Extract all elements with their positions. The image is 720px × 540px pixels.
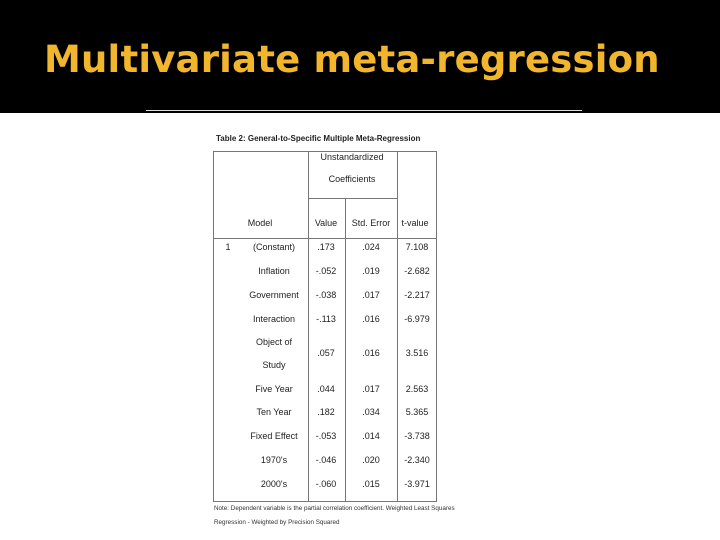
row-label: (Constant) — [252, 242, 296, 253]
row-label: Ten Year — [256, 407, 292, 418]
header-value: Value — [314, 218, 338, 229]
row-label: Five Year — [255, 384, 293, 395]
row-label: Inflation — [258, 266, 290, 277]
table-gridline — [345, 198, 346, 502]
title-divider — [146, 110, 582, 111]
row-value: -.046 — [315, 455, 337, 466]
model-number: 1 — [225, 242, 231, 253]
row-value: .057 — [317, 348, 335, 359]
row-std-error: .016 — [362, 314, 380, 325]
row-t-value: 2.563 — [405, 384, 429, 395]
row-label: 1970's — [260, 455, 288, 466]
row-t-value: -3.738 — [404, 431, 430, 442]
table-note-continued: Regression - Weighted by Precision Squar… — [214, 519, 340, 526]
row-std-error: .017 — [362, 290, 380, 301]
row-t-value: 5.365 — [405, 407, 429, 418]
row-label: Object of — [255, 337, 293, 348]
regression-table — [213, 151, 437, 502]
row-label-continued: Study — [262, 360, 286, 371]
row-std-error: .024 — [362, 242, 380, 253]
row-t-value: -6.979 — [404, 314, 430, 325]
row-t-value: 3.516 — [405, 348, 429, 359]
table-gridline — [213, 238, 437, 239]
row-value: -.113 — [316, 314, 336, 325]
row-t-value: -2.682 — [404, 266, 430, 277]
row-label: Interaction — [252, 314, 296, 325]
table-gridline — [308, 151, 309, 502]
header-coefficients: Coefficients — [328, 174, 376, 185]
slide-title: Multivariate meta-regression — [44, 38, 660, 81]
row-t-value: -2.340 — [404, 455, 430, 466]
table-note: Note: Dependent variable is the partial … — [214, 505, 455, 512]
row-value: -.038 — [315, 290, 337, 301]
row-std-error: .017 — [362, 384, 380, 395]
row-std-error: .019 — [362, 266, 380, 277]
header-std-error: Std. Error — [351, 218, 391, 229]
table-caption: Table 2: General-to-Specific Multiple Me… — [216, 134, 421, 143]
row-std-error: .015 — [362, 479, 380, 490]
row-std-error: .014 — [362, 431, 380, 442]
row-label: 2000's — [260, 479, 288, 490]
row-std-error: .034 — [362, 407, 380, 418]
table-image-area — [0, 113, 720, 540]
row-value: -.053 — [315, 431, 337, 442]
row-value: .173 — [317, 242, 335, 253]
row-label: Government — [249, 290, 299, 301]
row-t-value: -2.217 — [404, 290, 430, 301]
table-gridline — [308, 198, 397, 199]
row-value: -.052 — [315, 266, 337, 277]
header-model: Model — [247, 218, 273, 229]
row-std-error: .016 — [362, 348, 380, 359]
table-gridline — [397, 151, 398, 502]
row-value: -.060 — [315, 479, 337, 490]
row-std-error: .020 — [362, 455, 380, 466]
header-unstandardized: Unstandardized — [320, 152, 384, 163]
header-t-value: t-value — [401, 218, 429, 229]
row-value: .044 — [317, 384, 335, 395]
row-value: .182 — [317, 407, 335, 418]
row-t-value: 7.108 — [405, 242, 429, 253]
row-t-value: -3.971 — [404, 479, 430, 490]
row-label: Fixed Effect — [250, 431, 298, 442]
